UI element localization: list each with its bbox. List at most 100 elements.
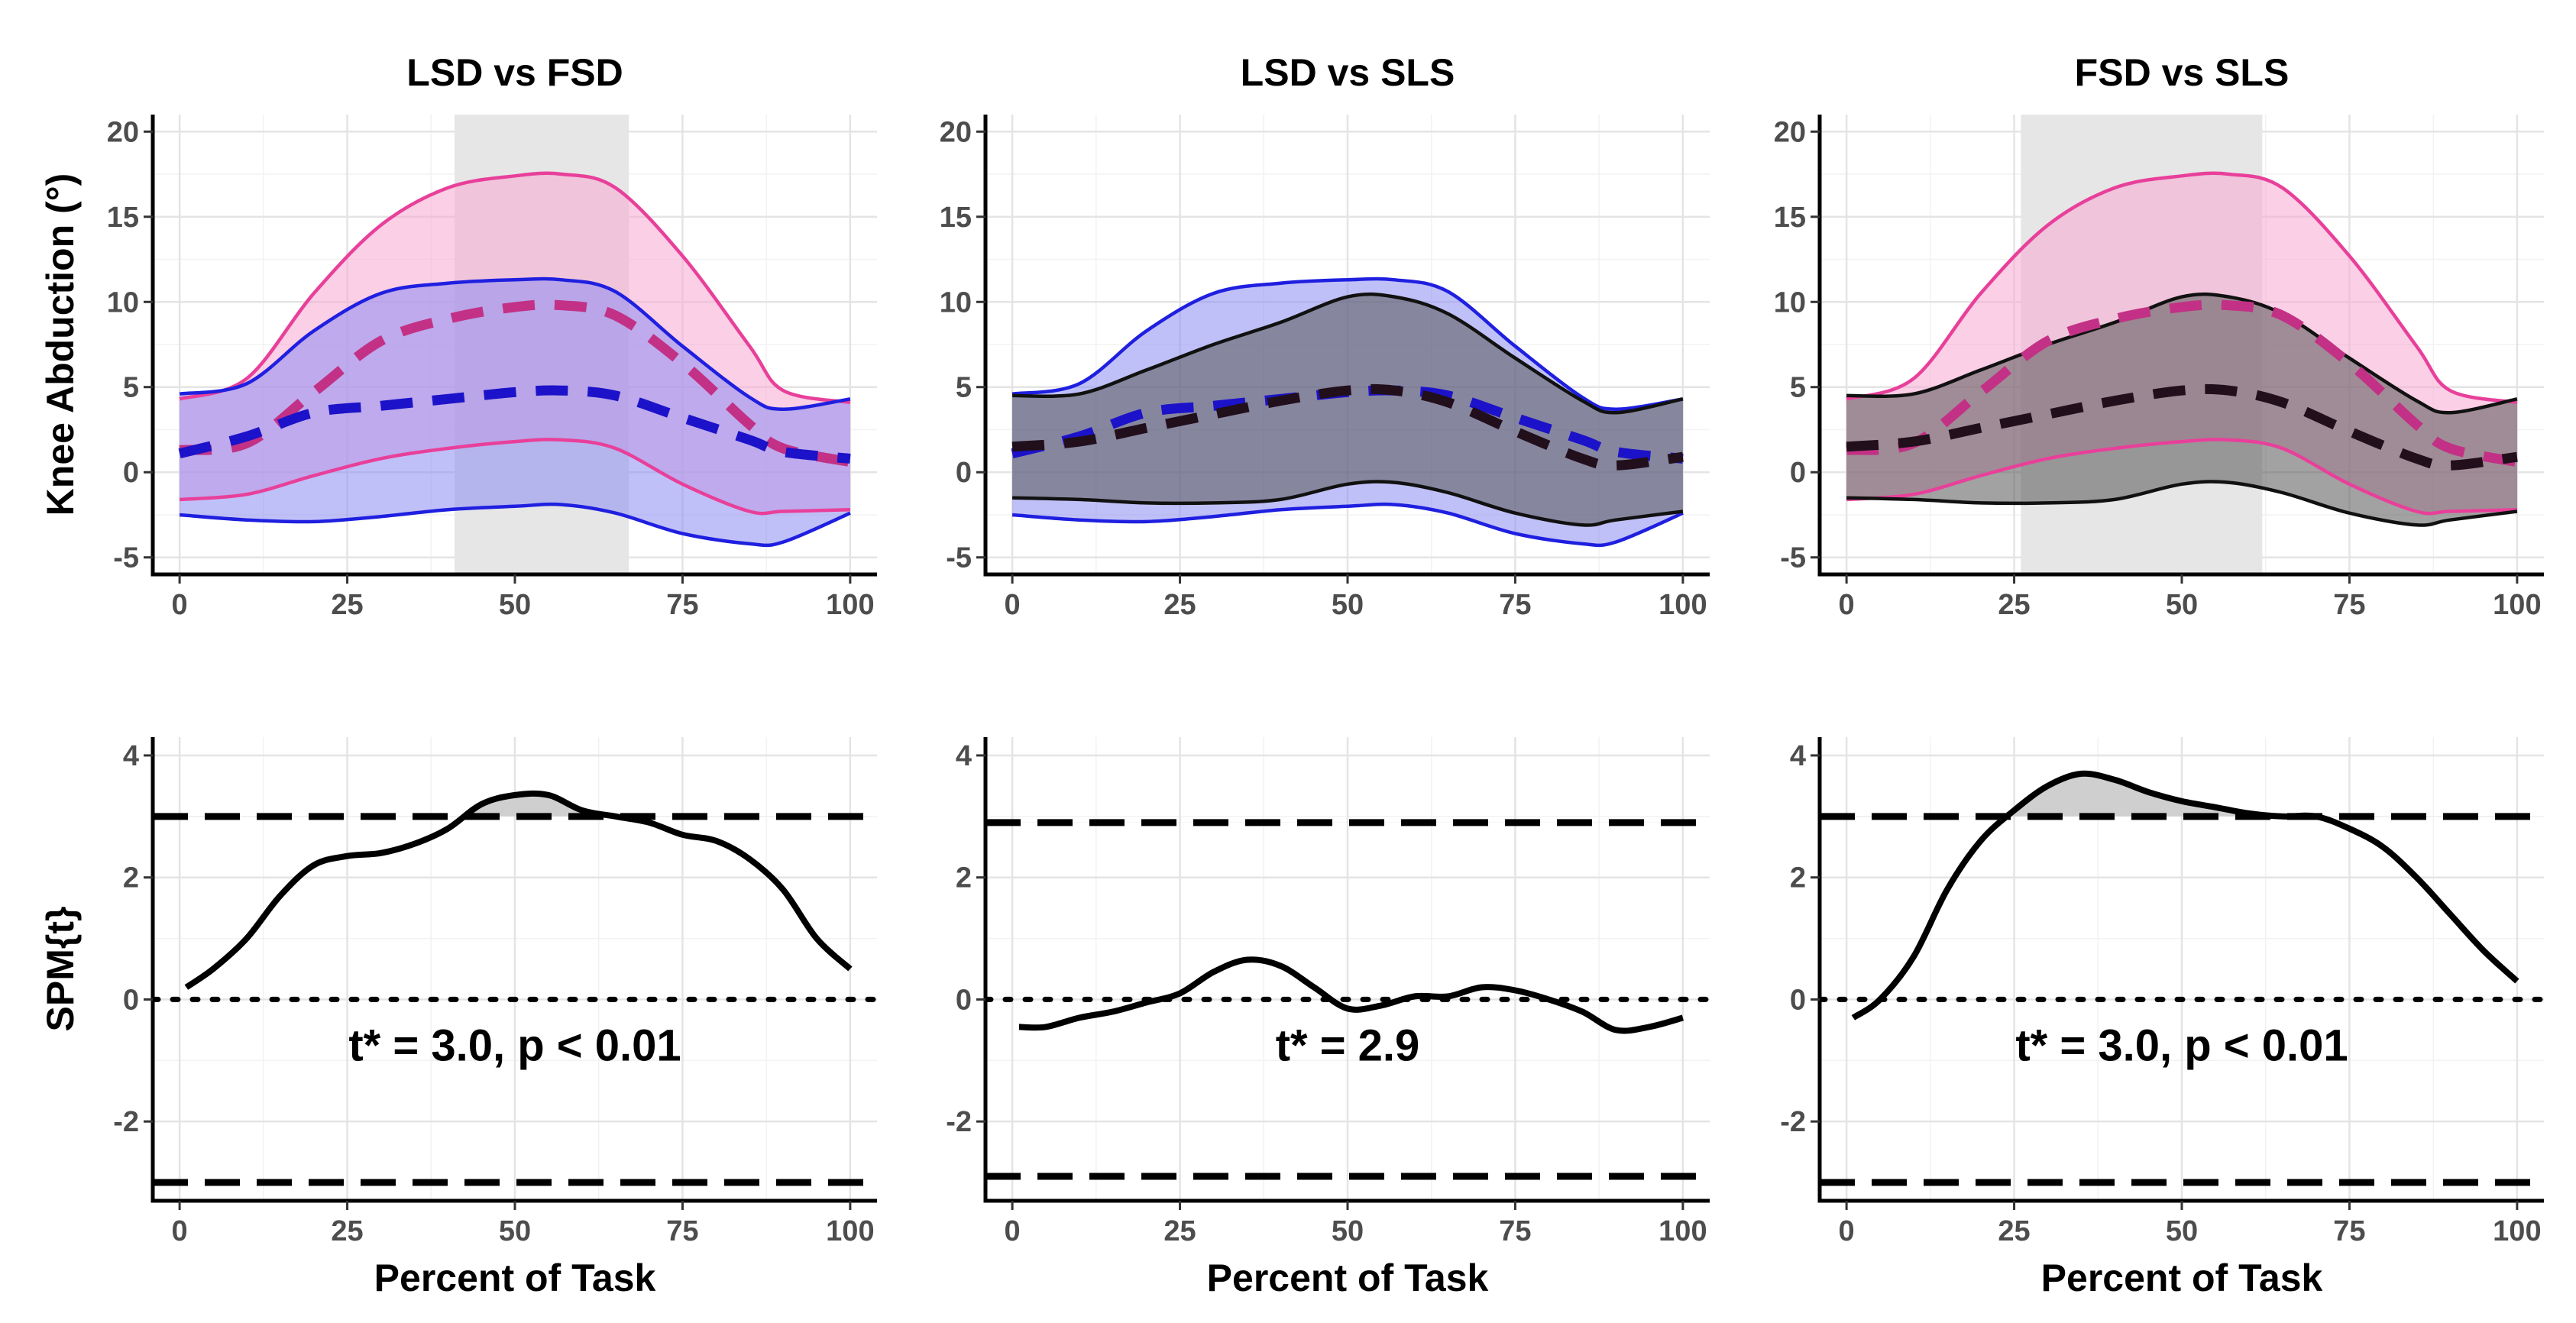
y-tick-label: 10 bbox=[940, 286, 972, 319]
mean-line-lsd bbox=[1846, 299, 2519, 467]
upper-line-fsd bbox=[179, 277, 851, 411]
x-tick-label: 100 bbox=[826, 1215, 874, 1247]
y-tick-label: 4 bbox=[1790, 740, 1806, 772]
mean-line-fsd bbox=[178, 385, 851, 464]
spm-curve bbox=[1851, 770, 2519, 1021]
x-axis-title: Percent of Task bbox=[1207, 1257, 1489, 1299]
y-tick-label: -5 bbox=[946, 542, 972, 574]
x-tick-label: 25 bbox=[331, 1215, 363, 1247]
suprathreshold-cluster bbox=[186, 793, 850, 817]
x-tick-label: 75 bbox=[666, 1215, 698, 1247]
y-tick-label: 2 bbox=[123, 862, 139, 894]
x-tick-label: 0 bbox=[1005, 589, 1021, 621]
x-tick-label: 25 bbox=[1998, 589, 2030, 621]
y-tick-label: 0 bbox=[956, 984, 972, 1016]
plot-area bbox=[1846, 115, 2519, 574]
y-tick-label: 5 bbox=[956, 372, 972, 404]
lower-line-lsd bbox=[1846, 438, 2517, 516]
y-tick-label: 2 bbox=[956, 862, 972, 894]
x-tick-label: 75 bbox=[1499, 589, 1531, 621]
mean-line-fsd bbox=[1011, 385, 1684, 464]
plot-area bbox=[153, 790, 877, 1186]
x-axis-title: Percent of Task bbox=[374, 1257, 656, 1299]
x-tick-label: 0 bbox=[1839, 589, 1855, 621]
x-tick-label: 25 bbox=[1163, 589, 1196, 621]
y-tick-label: 0 bbox=[123, 984, 139, 1016]
upper-line-fsd bbox=[1011, 277, 1684, 411]
y-tick-label: 15 bbox=[1774, 202, 1806, 234]
panel-bottom-middle: t* = 2.9 0 25 50 75 100 -2 0 2 4 Percent of Task bbox=[946, 737, 1710, 1299]
x-axis-title: Percent of Task bbox=[2041, 1257, 2323, 1299]
suprathreshold-cluster bbox=[1853, 773, 2517, 817]
x-tick-label: 50 bbox=[499, 589, 531, 621]
plot-area bbox=[985, 819, 1710, 1180]
y-tick-label: 0 bbox=[956, 457, 972, 489]
critical-threshold-annotation: t* = 2.9 bbox=[1276, 1021, 1420, 1070]
y-tick-label: 2 bbox=[1790, 862, 1806, 894]
x-tick-label: 75 bbox=[2333, 589, 2365, 621]
panel-title: FSD vs SLS bbox=[2075, 51, 2290, 94]
mean-line-sls bbox=[1011, 383, 1684, 471]
x-tick-label: 50 bbox=[2166, 1215, 2198, 1247]
y-tick-label: 0 bbox=[1790, 984, 1806, 1016]
x-tick-label: 25 bbox=[1998, 1215, 2030, 1247]
y-tick-label: 4 bbox=[123, 740, 139, 772]
x-tick-label: 25 bbox=[1163, 1215, 1196, 1247]
y-tick-label: -2 bbox=[946, 1106, 972, 1138]
x-tick-label: 0 bbox=[1839, 1215, 1855, 1247]
panel-title: LSD vs SLS bbox=[1241, 51, 1455, 94]
y-tick-label: -5 bbox=[1780, 542, 1806, 574]
mean-line-sls bbox=[1846, 383, 2518, 471]
y-tick-label: 4 bbox=[956, 740, 972, 772]
lower-line-fsd bbox=[179, 502, 851, 548]
x-tick-label: 50 bbox=[1332, 589, 1364, 621]
lower-line-sls bbox=[1012, 480, 1684, 527]
x-tick-label: 75 bbox=[1499, 1215, 1531, 1247]
y-tick-label: 20 bbox=[107, 116, 139, 148]
y-tick-label: 15 bbox=[940, 202, 972, 234]
x-tick-label: 100 bbox=[826, 589, 874, 621]
y-tick-label: 0 bbox=[1790, 457, 1806, 489]
panel-title: LSD vs FSD bbox=[406, 51, 623, 94]
y-tick-label: -2 bbox=[1780, 1106, 1806, 1138]
upper-line-lsd bbox=[1846, 171, 2518, 405]
y-tick-label: 10 bbox=[1774, 286, 1806, 319]
y-tick-label: 20 bbox=[1774, 116, 1806, 148]
y-tick-label: 20 bbox=[940, 116, 972, 148]
x-tick-label: 50 bbox=[499, 1215, 531, 1247]
panel-top-right: 0 25 50 75 100 -5 0 5 10 15 20 FSD vs SLS bbox=[1774, 51, 2544, 621]
spm-curve bbox=[1018, 956, 1684, 1034]
mean-line-lsd bbox=[179, 299, 852, 467]
upper-line-lsd bbox=[179, 171, 851, 405]
band-fsd bbox=[180, 278, 850, 545]
panel-top-middle: 0 25 50 75 100 -5 0 5 10 15 20 LSD vs SLS bbox=[940, 51, 1710, 621]
y-tick-label: 10 bbox=[107, 286, 139, 319]
y-tick-label: -2 bbox=[113, 1106, 139, 1138]
x-tick-label: 100 bbox=[2493, 1215, 2541, 1247]
x-tick-label: 75 bbox=[666, 589, 698, 621]
x-tick-label: 100 bbox=[1659, 589, 1707, 621]
panel-top-left: 0 25 50 75 100 -5 0 5 10 15 20 LSD vs FSD Knee Abduc… bbox=[39, 51, 877, 621]
critical-threshold-annotation: t* = 3.0, p < 0.01 bbox=[348, 1021, 681, 1070]
plot-area bbox=[178, 115, 852, 574]
y-axis-title: Knee Abduction (°) bbox=[39, 173, 82, 516]
upper-line-sls bbox=[1012, 292, 1684, 415]
lower-line-fsd bbox=[1011, 502, 1684, 548]
plot-area bbox=[1820, 770, 2544, 1186]
x-tick-label: 0 bbox=[172, 589, 188, 621]
y-tick-label: 0 bbox=[123, 457, 139, 489]
band-sls bbox=[1012, 294, 1683, 526]
upper-line-sls bbox=[1846, 292, 2518, 415]
x-tick-label: 100 bbox=[1659, 1215, 1707, 1247]
y-tick-label: 5 bbox=[123, 372, 139, 404]
y-tick-label: 5 bbox=[1790, 372, 1806, 404]
critical-threshold-annotation: t* = 3.0, p < 0.01 bbox=[2015, 1021, 2348, 1070]
x-tick-label: 75 bbox=[2333, 1215, 2365, 1247]
x-tick-label: 25 bbox=[331, 589, 363, 621]
x-tick-label: 0 bbox=[1005, 1215, 1021, 1247]
x-tick-label: 100 bbox=[2493, 589, 2541, 621]
y-tick-label: 15 bbox=[107, 202, 139, 234]
y-axis-title: SPM{t} bbox=[39, 907, 82, 1032]
panel-bottom-right: t* = 3.0, p < 0.01 0 25 50 75 100 -2 0 2 4 Percent… bbox=[1780, 737, 2544, 1299]
spm-curve bbox=[184, 790, 853, 990]
